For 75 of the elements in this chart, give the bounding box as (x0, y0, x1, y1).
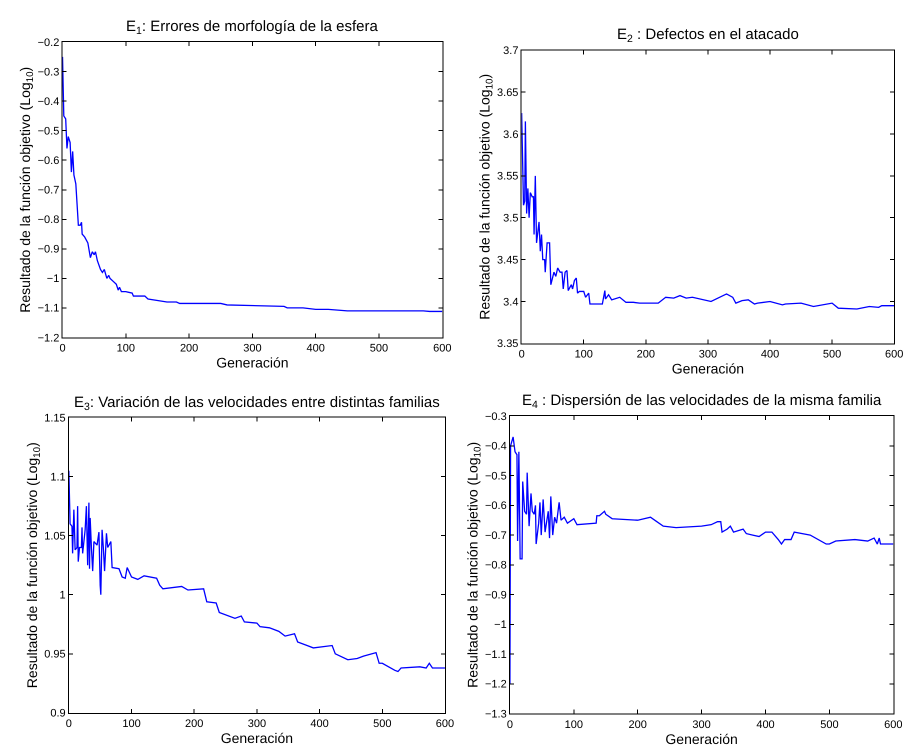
y-tick-label: −0.6 (485, 500, 507, 512)
y-tick-label: 3.45 (497, 254, 518, 266)
y-tick-label: −0.2 (38, 36, 60, 49)
x-axis-title: Generación (672, 360, 744, 377)
x-tick-label: 600 (885, 348, 904, 361)
y-tick-label: −1.1 (485, 648, 507, 661)
y-tick-label: 3.5 (503, 212, 518, 225)
x-tick-label: 100 (574, 348, 593, 361)
x-tick-label: 600 (884, 718, 902, 731)
x-tick-label: 200 (185, 718, 204, 730)
x-tick-label: 500 (822, 348, 842, 361)
x-tick-label: 600 (433, 342, 452, 355)
y-tick-label: 1.15 (44, 412, 66, 424)
y-tick-label: 1 (60, 590, 66, 602)
x-tick-label: 400 (310, 718, 329, 730)
y-tick-label: −1.2 (485, 678, 507, 691)
chart-title: E$_{3}$: Variación de las velocidades entre distintas familias (74, 394, 440, 414)
x-tick-label: 300 (243, 342, 262, 355)
y-tick-label: −1.2 (38, 332, 60, 344)
x-axis-title: Generación (220, 730, 294, 746)
y-tick-label: 0.95 (44, 648, 66, 661)
x-axis-title: Generación (216, 354, 289, 371)
x-tick-label: 200 (628, 718, 647, 731)
y-tick-label: −1 (46, 273, 60, 286)
y-tick-label: −0.4 (38, 96, 60, 108)
y-tick-label: 3.65 (497, 86, 518, 99)
x-tick-label: 0 (59, 342, 66, 355)
y-tick-label: −0.8 (38, 214, 60, 226)
x-tick-label: 200 (636, 348, 656, 361)
x-tick-label: 0 (506, 718, 513, 731)
y-tick-label: −0.9 (38, 244, 60, 256)
line-series (510, 436, 894, 685)
x-tick-label: 400 (756, 718, 775, 731)
y-tick-label: 1.05 (44, 530, 66, 543)
x-tick-label: 100 (122, 718, 141, 730)
x-tick-label: 300 (692, 718, 711, 731)
y-tick-label: −0.9 (485, 589, 507, 602)
y-tick-label: −0.3 (38, 66, 60, 78)
x-tick-label: 500 (370, 342, 388, 355)
x-axis-title: Generación (665, 730, 738, 747)
chart-title: E$_{4}$ : Dispersión de las velocidades de la misma familia (522, 392, 882, 412)
y-tick-label: −1.3 (485, 708, 507, 720)
y-tick-label: 3.4 (503, 296, 518, 308)
x-tick-label: 300 (248, 718, 266, 730)
line-series (68, 470, 445, 672)
y-tick-label: −0.4 (485, 440, 507, 453)
y-tick-label: 3.6 (503, 128, 518, 141)
x-tick-label: 0 (518, 348, 525, 361)
y-tick-label: −0.3 (485, 410, 507, 423)
y-tick-label: −0.6 (38, 155, 60, 168)
y-tick-label: 1.1 (50, 471, 66, 484)
y-tick-label: 3.35 (497, 338, 518, 350)
x-tick-label: 100 (564, 718, 583, 731)
y-tick-label: −0.5 (38, 126, 60, 138)
y-tick-label: −0.7 (485, 530, 507, 542)
x-tick-label: 400 (306, 342, 325, 355)
y-tick-label: −0.8 (485, 560, 507, 572)
y-tick-label: 0.9 (50, 708, 66, 720)
x-tick-label: 100 (116, 342, 135, 355)
chart-title: E$_{1}$: Errores de morfología de la esfera (126, 18, 378, 38)
chart-title: E$_{2}$ : Defectos en el atacado (617, 26, 799, 46)
y-tick-label: −0.5 (485, 470, 507, 482)
y-tick-label: 3.55 (497, 170, 518, 183)
x-tick-label: 500 (373, 718, 392, 730)
line-series (522, 112, 894, 310)
x-tick-label: 500 (820, 718, 839, 731)
y-tick-label: −0.7 (38, 184, 60, 197)
x-tick-label: 400 (760, 348, 780, 361)
x-tick-label: 600 (436, 718, 454, 730)
y-tick-label: −1 (494, 619, 507, 632)
x-tick-label: 0 (66, 718, 72, 730)
y-tick-label: 3.7 (503, 45, 518, 58)
x-tick-label: 200 (180, 342, 198, 355)
y-tick-label: −1.1 (38, 302, 60, 315)
x-tick-label: 300 (698, 348, 718, 361)
